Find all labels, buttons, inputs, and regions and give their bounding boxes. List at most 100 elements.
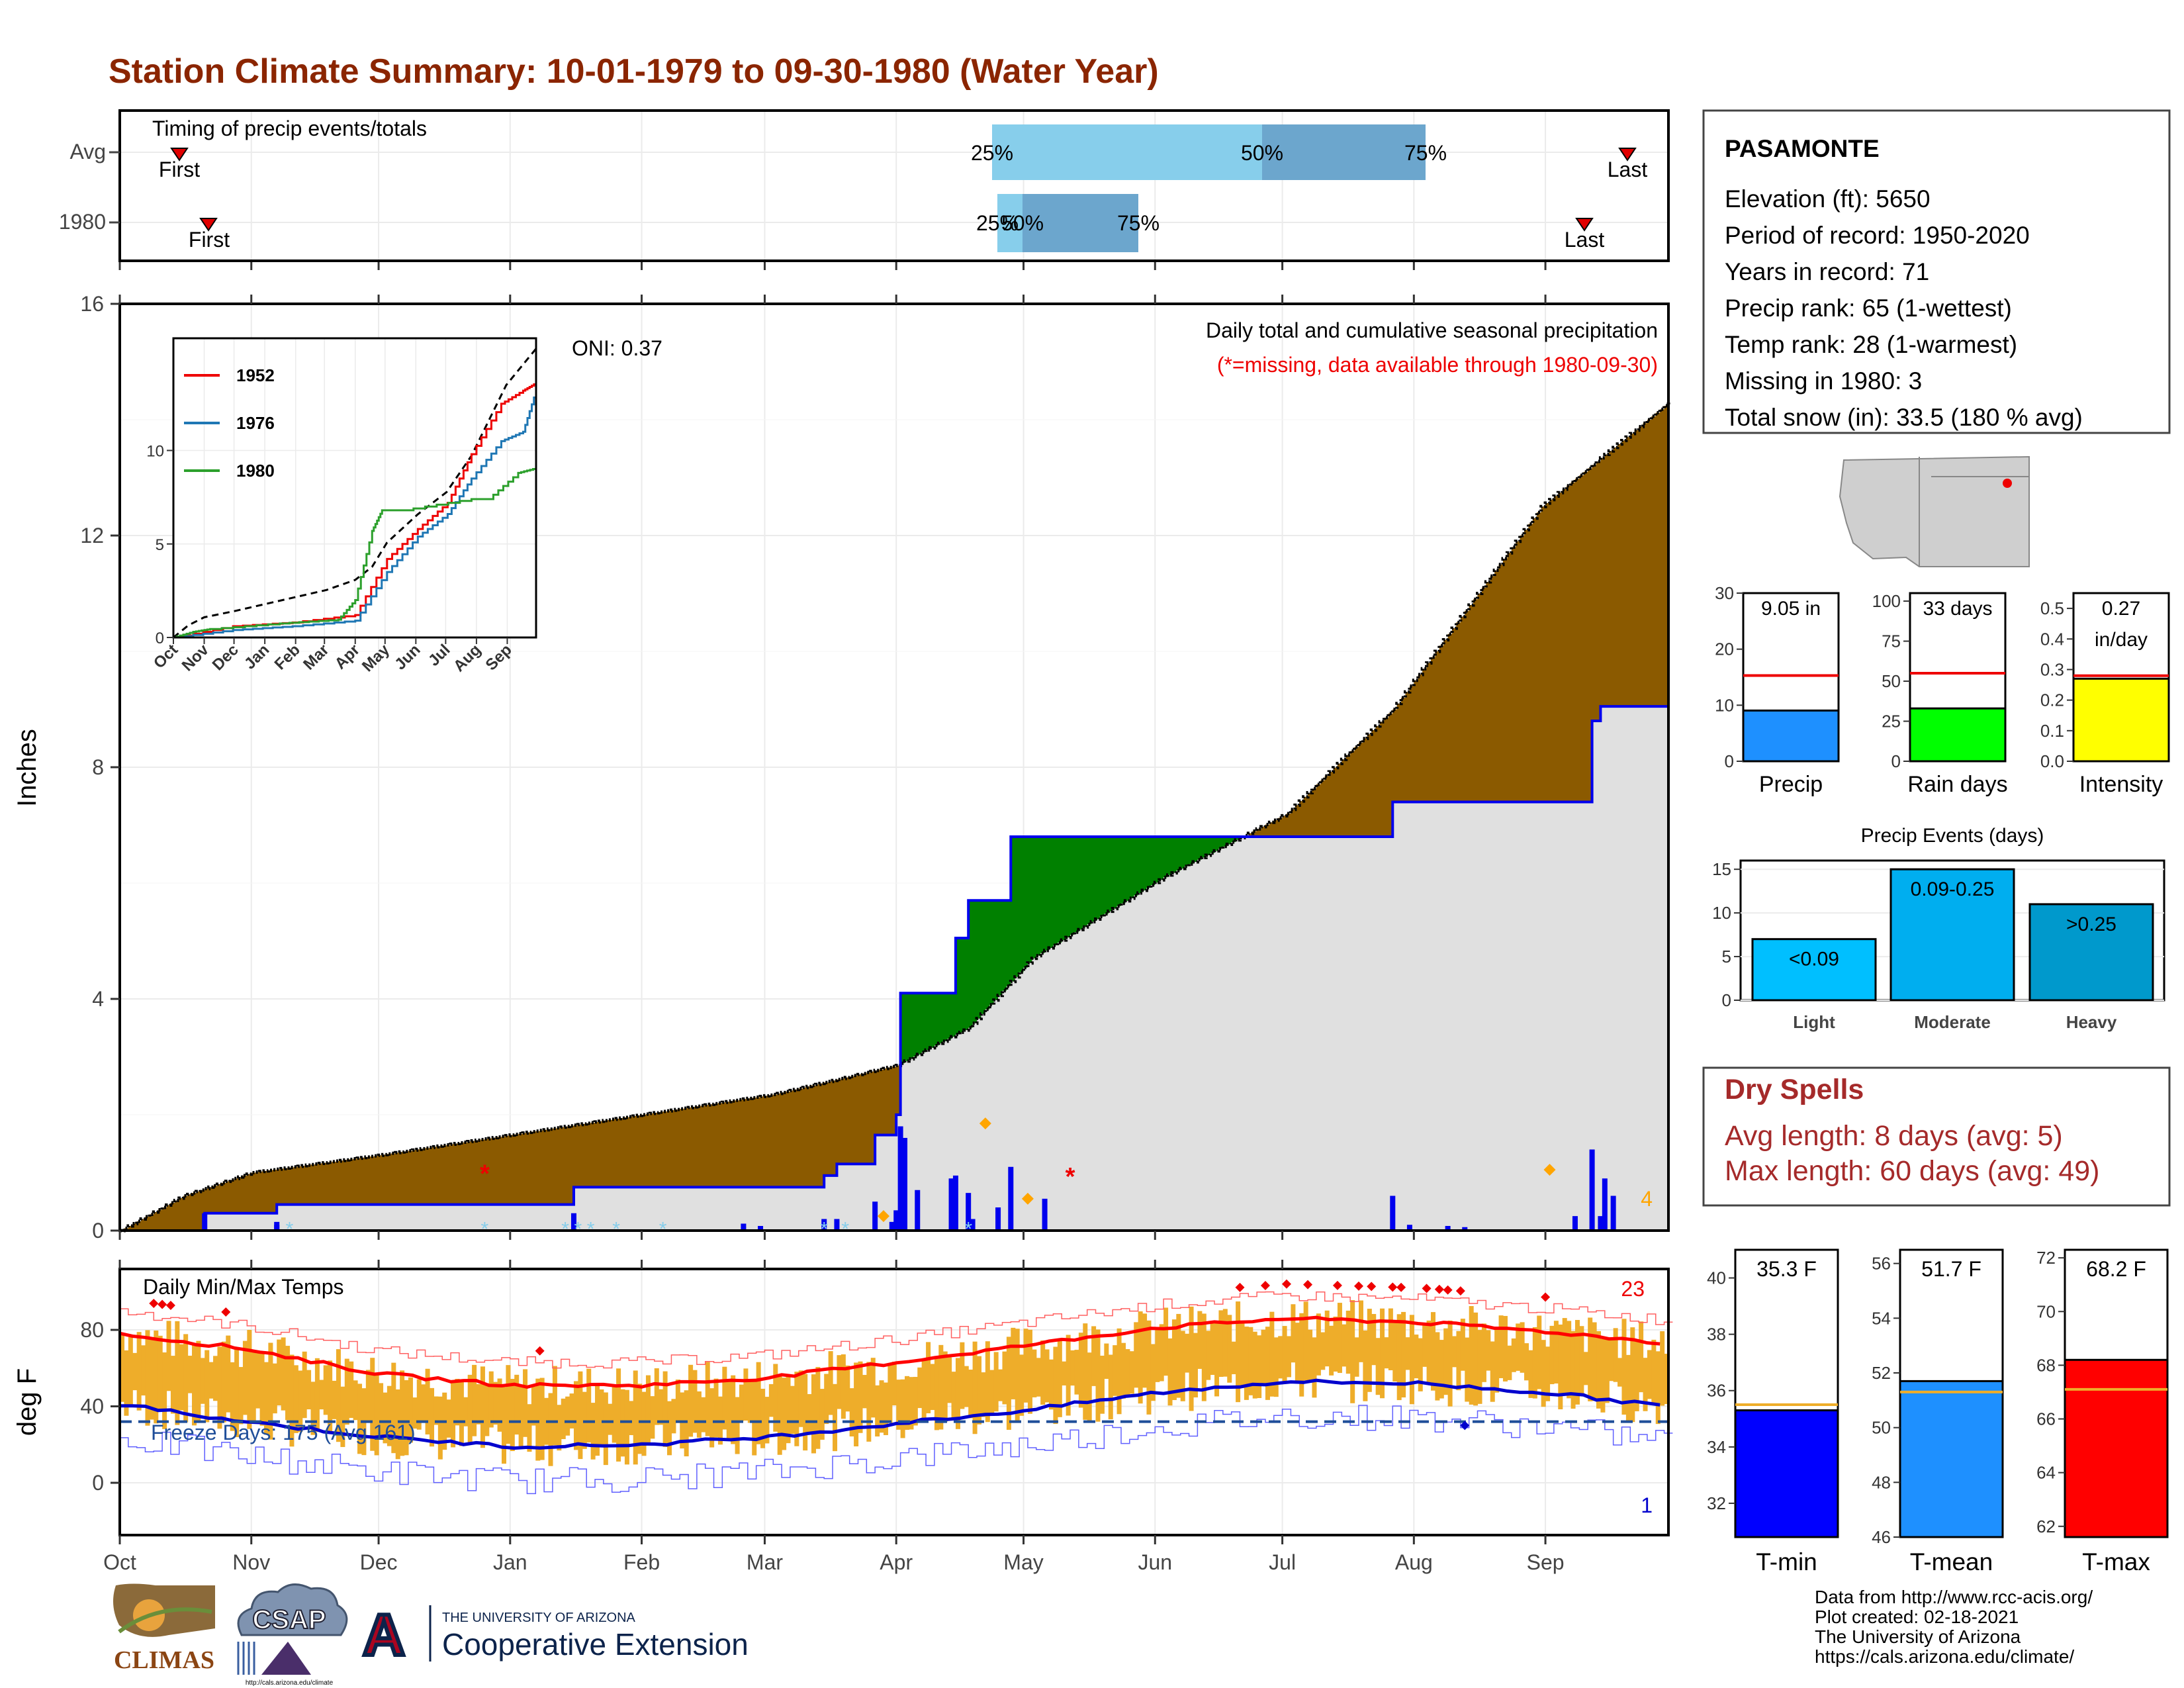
daily-precip-bar-7 bbox=[893, 1210, 899, 1231]
credits: Data from http://www.rcc-acis.org/ Plot … bbox=[1815, 1587, 2093, 1667]
daily-temp-bar-30 bbox=[247, 1329, 252, 1429]
inset-legend-label-1952: 1952 bbox=[236, 365, 275, 385]
daily-temp-bar-259 bbox=[1218, 1310, 1224, 1378]
timing-1980-bar-light bbox=[997, 194, 1023, 252]
daily-precip-bar-13 bbox=[1390, 1196, 1396, 1231]
mini-bar-tick-label-2-5: 0.5 bbox=[2040, 598, 2064, 618]
daily-temp-bar-231 bbox=[1099, 1355, 1105, 1414]
mini-bar-tick-label-2-4: 0.4 bbox=[2040, 629, 2064, 649]
mini-bar-value-0 bbox=[1742, 709, 1840, 763]
mini-bar-tick-label-0-2: 20 bbox=[1715, 639, 1734, 659]
daily-temp-bar-353 bbox=[1617, 1358, 1623, 1387]
daily-temp-bar-157 bbox=[786, 1376, 791, 1444]
station-line-period: Period of record: 1950-2020 bbox=[1725, 222, 2030, 249]
mini-bar-tick-label-2-0: 0.0 bbox=[2040, 751, 2064, 771]
temp-record-max-marker-18 bbox=[1541, 1292, 1551, 1302]
inset-ytick-label-1: 5 bbox=[156, 536, 164, 554]
mini-bar-tick-label-1-0: 0 bbox=[1891, 751, 1901, 771]
inset-background bbox=[173, 338, 536, 637]
daily-temp-bar-257 bbox=[1210, 1321, 1215, 1376]
daily-temp-bar-26 bbox=[230, 1362, 235, 1431]
inset-xtick-label-3: Jan bbox=[241, 641, 273, 673]
map-region bbox=[1839, 455, 2030, 567]
month-label-jul: Jul bbox=[1269, 1550, 1296, 1574]
precip-corner-count: 4 bbox=[1641, 1187, 1653, 1211]
csap-logo-text: CSAP bbox=[252, 1605, 326, 1634]
temp-record-max-marker-8 bbox=[1303, 1280, 1313, 1289]
temp-bar-tick-label-0-2: 36 bbox=[1707, 1381, 1726, 1401]
month-axis: Oct Nov Dec Jan Feb Mar Apr May Jun Jul Aug Sep bbox=[103, 1260, 1565, 1574]
daily-temp-bar-251 bbox=[1185, 1333, 1190, 1373]
inset-legend-label-1976: 1976 bbox=[236, 413, 275, 433]
events-tick-label-0: 0 bbox=[1722, 990, 1731, 1010]
daily-temp-bar-129 bbox=[667, 1401, 672, 1456]
daily-temp-bar-94 bbox=[518, 1385, 523, 1449]
daily-temp-bar-69 bbox=[412, 1397, 418, 1429]
temp-ylabel: deg F bbox=[13, 1368, 42, 1436]
daily-temp-bar-115 bbox=[608, 1403, 613, 1435]
daily-precip-small-bar-11 bbox=[1445, 1226, 1451, 1231]
timing-row-avg-label: Avg bbox=[69, 140, 106, 164]
temp-bar-tick-label-2-2: 66 bbox=[2036, 1409, 2056, 1429]
daily-temp-bar-232 bbox=[1104, 1343, 1109, 1380]
daily-temp-bar-113 bbox=[599, 1389, 604, 1445]
daily-temp-bar-149 bbox=[752, 1381, 757, 1456]
daily-temp-bar-237 bbox=[1125, 1349, 1130, 1397]
daily-temp-bar-222 bbox=[1062, 1361, 1067, 1385]
daily-precip-bar-5 bbox=[834, 1219, 840, 1231]
daily-temp-bar-150 bbox=[756, 1362, 761, 1444]
daily-temp-bar-134 bbox=[688, 1364, 694, 1437]
daily-temp-bar-316 bbox=[1460, 1319, 1465, 1371]
events-bar-label-1: 0.09-0.25 bbox=[1911, 878, 1995, 900]
timing-label: Timing of precip events/totals bbox=[152, 117, 427, 140]
timing-avg-first-label: First bbox=[159, 158, 200, 181]
daily-temp-bar-280 bbox=[1308, 1329, 1313, 1383]
daily-temp-bar-252 bbox=[1189, 1306, 1194, 1411]
daily-temp-bar-86 bbox=[484, 1383, 490, 1436]
csap-grid-icon bbox=[237, 1642, 255, 1675]
daily-temp-bar-88 bbox=[493, 1382, 498, 1425]
daily-temp-bar-240 bbox=[1138, 1311, 1143, 1404]
daily-temp-bar-135 bbox=[692, 1370, 698, 1433]
inset-series-line-1980 bbox=[173, 468, 537, 639]
daily-temp-bar-254 bbox=[1197, 1311, 1203, 1369]
daily-temp-bar-102 bbox=[552, 1366, 557, 1446]
timing-1980-first-label: First bbox=[189, 228, 230, 252]
mini-bar-precip: 9.05 in Precip 0 10 20 30 bbox=[1715, 583, 1840, 797]
daily-temp-bar-183 bbox=[896, 1380, 901, 1430]
mini-bar-charts: 9.05 in Precip 0 10 20 30 33 days Rain days 0 25 5… bbox=[1715, 583, 2170, 797]
daily-temp-bar-36 bbox=[272, 1363, 277, 1414]
daily-temp-bar-243 bbox=[1150, 1344, 1156, 1401]
daily-temp-bar-15 bbox=[183, 1334, 189, 1423]
daily-temp-bar-350 bbox=[1604, 1337, 1610, 1403]
timing-avg-last-marker bbox=[1618, 148, 1637, 162]
daily-temp-bar-238 bbox=[1129, 1351, 1134, 1394]
daily-temp-bar-19 bbox=[200, 1358, 205, 1404]
avg-max-line bbox=[119, 1315, 1661, 1389]
daily-temp-bar-83 bbox=[472, 1364, 477, 1436]
daily-temp-bar-352 bbox=[1613, 1328, 1618, 1382]
daily-temp-bar-38 bbox=[281, 1337, 286, 1411]
timing-avg-bar-dark bbox=[1262, 124, 1426, 180]
cum-avg-line bbox=[120, 402, 1670, 1233]
daily-temp-bar-191 bbox=[930, 1364, 935, 1411]
daily-temp-bar-74 bbox=[433, 1396, 439, 1425]
mini-bar-tick-label-1-3: 75 bbox=[1882, 632, 1901, 651]
temp-record-max-marker-16 bbox=[1443, 1285, 1453, 1295]
daily-temp-bar-198 bbox=[960, 1342, 965, 1409]
daily-temp-bar-44 bbox=[306, 1370, 312, 1410]
daily-temp-bar-332 bbox=[1528, 1350, 1533, 1398]
inset-xtick-label-5: Mar bbox=[300, 641, 332, 673]
precip-events-chart: Precip Events (days) <0.09 Light 0.09-0.25… bbox=[1712, 825, 2165, 1032]
daily-precip-bar-15 bbox=[1589, 1149, 1595, 1231]
daily-temp-bar-301 bbox=[1396, 1314, 1402, 1401]
daily-temp-bar-266 bbox=[1248, 1327, 1253, 1395]
daily-temp-bar-202 bbox=[977, 1356, 982, 1425]
daily-precip-small-bar-15 bbox=[1610, 1196, 1616, 1231]
daily-temp-bar-351 bbox=[1609, 1338, 1614, 1382]
month-label-feb: Feb bbox=[623, 1550, 660, 1574]
mini-bar-value-label-2: 0.27 bbox=[2102, 598, 2140, 620]
daily-temp-bar-32 bbox=[255, 1353, 261, 1409]
